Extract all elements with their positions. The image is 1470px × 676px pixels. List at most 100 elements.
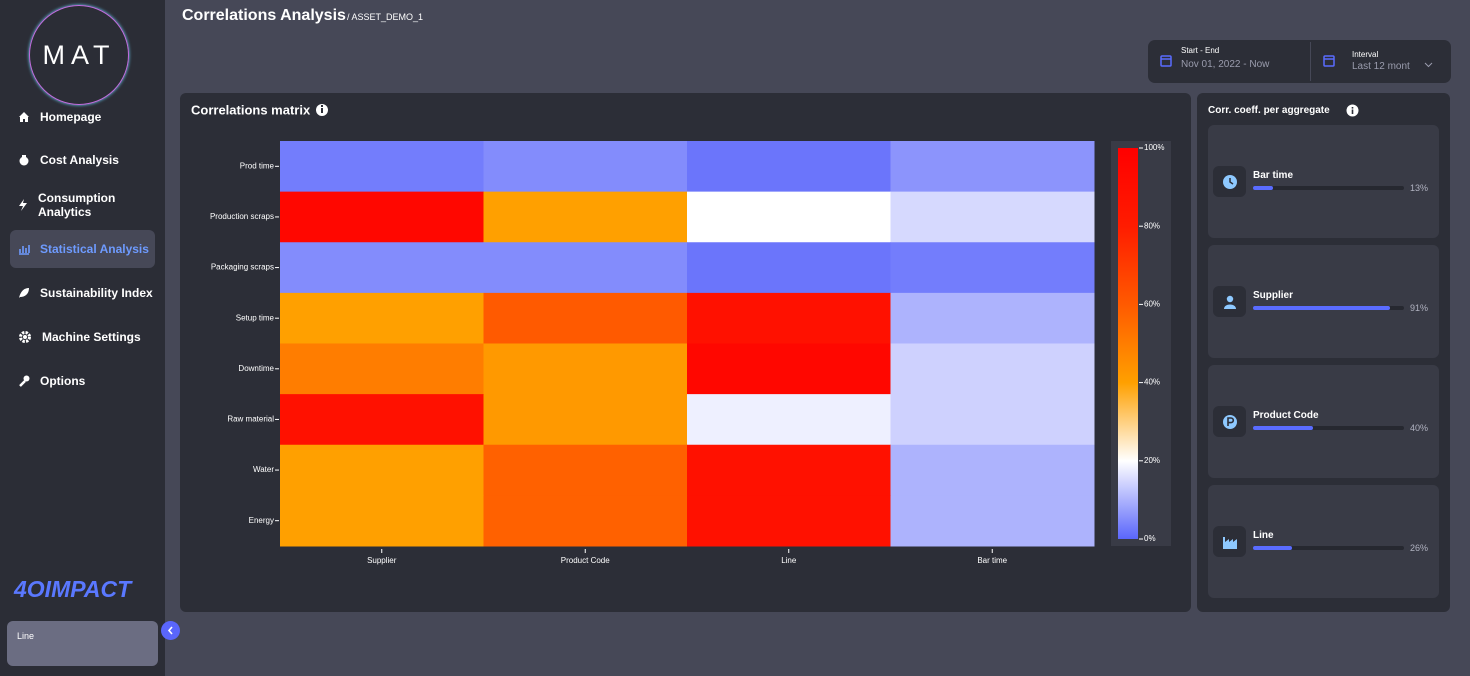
heatmap-cell: [890, 191, 1095, 243]
nav-label: Sustainability Index: [40, 286, 153, 300]
aggregate-icon: [1213, 166, 1246, 197]
nav-item[interactable]: Cost Analysis: [10, 141, 155, 179]
heatmap-cell: [687, 242, 891, 294]
progress-track: [1253, 426, 1404, 430]
heatmap-cell: [687, 292, 891, 344]
sidebar: MAT Homepage Cost Analysis Consumption A…: [0, 0, 165, 676]
progress-bar: [1253, 186, 1273, 190]
colorbar-label: 20%: [1144, 456, 1160, 465]
colorbar-label: 100%: [1144, 143, 1164, 152]
progress-track: [1253, 186, 1404, 190]
nav-item[interactable]: Sustainability Index: [10, 274, 155, 312]
heatmap-cell: [280, 495, 484, 547]
nav-label: Machine Settings: [42, 330, 141, 344]
filter-value[interactable]: Nov 01, 2022 - Now: [1181, 59, 1270, 70]
progress-bar: [1253, 426, 1314, 430]
heatmap-cell: [687, 343, 891, 395]
y-tick-label: Setup time: [236, 313, 275, 322]
heatmap-cell: [483, 141, 688, 193]
filter-bar: Start - End Nov 01, 2022 - Now Interval …: [1148, 40, 1451, 83]
heatmap-cell: [890, 444, 1095, 496]
filter-label: Interval: [1352, 50, 1379, 59]
heatmap-cell: [687, 495, 891, 547]
heatmap-cell: [280, 242, 484, 294]
heatmap-cell: [687, 191, 891, 243]
heatmap-cell: [890, 343, 1095, 395]
asset-selector[interactable]: Line: [7, 621, 158, 666]
calendar-icon: [1160, 55, 1172, 67]
heatmap-cell: [890, 242, 1095, 294]
filter-value[interactable]: Last 12 mont: [1352, 61, 1410, 72]
x-tick-label: Product Code: [561, 556, 610, 565]
x-tick-label: Line: [781, 556, 797, 565]
y-tick-label: Raw material: [227, 415, 274, 424]
collapse-button[interactable]: [161, 621, 180, 640]
heatmap-cell: [280, 343, 484, 395]
page-subtitle: / ASSET_DEMO_1: [347, 12, 424, 22]
aggregate-item: Line 26%: [1208, 485, 1439, 598]
colorbar-label: 80%: [1144, 221, 1160, 230]
progress-track: [1253, 546, 1404, 550]
colorbar-label: 0%: [1144, 534, 1156, 543]
colorbar-label: 60%: [1144, 300, 1160, 309]
heatmap-cell: [483, 495, 688, 547]
logo[interactable]: MAT: [29, 5, 129, 105]
aggregate-item: Supplier 91%: [1208, 245, 1439, 358]
aggregate-name: Bar time: [1253, 170, 1294, 181]
brand-logo: 4OIMPACT: [14, 576, 132, 602]
page-title: Correlations Analysis: [182, 7, 346, 24]
nav-label: Cost Analysis: [40, 153, 119, 167]
aggregate-icon: [1213, 526, 1246, 557]
heatmap-cell: [890, 394, 1095, 446]
heatmap-cell: [483, 242, 688, 294]
heatmap-cell: [890, 141, 1095, 193]
aggregate-icon: [1213, 286, 1246, 317]
colorbar: [1118, 148, 1138, 539]
y-tick-label: Water: [253, 465, 274, 474]
heatmap-cell: [483, 292, 688, 344]
nav-item[interactable]: Consumption Analytics: [10, 185, 155, 225]
heatmap: Correlations matrix Prod time Production …: [191, 102, 1171, 565]
heatmap-cell: [890, 495, 1095, 547]
filter-label: Start - End: [1181, 46, 1220, 55]
heatmap-cell: [483, 343, 688, 395]
nav-item[interactable]: Statistical Analysis: [10, 230, 155, 268]
nav-item[interactable]: Machine Settings: [10, 318, 155, 356]
progress-bar: [1253, 546, 1293, 550]
nav-label: Options: [40, 374, 86, 388]
heatmap-cell: [483, 394, 688, 446]
heatmap-cell: [280, 141, 484, 193]
x-tick-label: Supplier: [367, 556, 397, 565]
heatmap-cell: [687, 141, 891, 193]
aggregate-value: 26%: [1410, 543, 1429, 553]
heatmap-cell: [483, 444, 688, 496]
aggregate-item: Bar time 13%: [1208, 125, 1439, 238]
heatmap-cell: [687, 394, 891, 446]
card-title: Corr. coeff. per aggregate: [1208, 105, 1330, 116]
selector-label: Line: [17, 631, 35, 641]
calendar-icon: [1323, 55, 1335, 67]
aggregate-value: 40%: [1410, 423, 1429, 433]
aggregate-value: 13%: [1410, 183, 1429, 193]
colorbar-label: 40%: [1144, 378, 1160, 387]
nav-item[interactable]: Options: [10, 362, 155, 400]
nav-item[interactable]: Homepage: [10, 98, 155, 136]
progress-bar: [1253, 306, 1391, 310]
heatmap-cell: [483, 191, 688, 243]
x-tick-label: Bar time: [977, 556, 1007, 565]
card-title: Correlations matrix: [191, 102, 311, 117]
y-tick-label: Prod time: [240, 161, 275, 170]
y-tick-label: Packaging scraps: [211, 263, 274, 272]
dropdown-icon[interactable]: [1424, 62, 1433, 68]
progress-track: [1253, 306, 1404, 310]
aggregate-value: 91%: [1410, 303, 1429, 313]
nav-label: Homepage: [40, 110, 102, 124]
nav-label: Consumption Analytics: [38, 191, 116, 219]
aggregate-name: Supplier: [1253, 290, 1294, 301]
heatmap-cell: [280, 394, 484, 446]
y-tick-label: Production scraps: [210, 212, 274, 221]
heatmap-cell: [890, 292, 1095, 344]
aggregate-icon: [1213, 406, 1246, 437]
aggregate-name: Product Code: [1253, 410, 1319, 421]
